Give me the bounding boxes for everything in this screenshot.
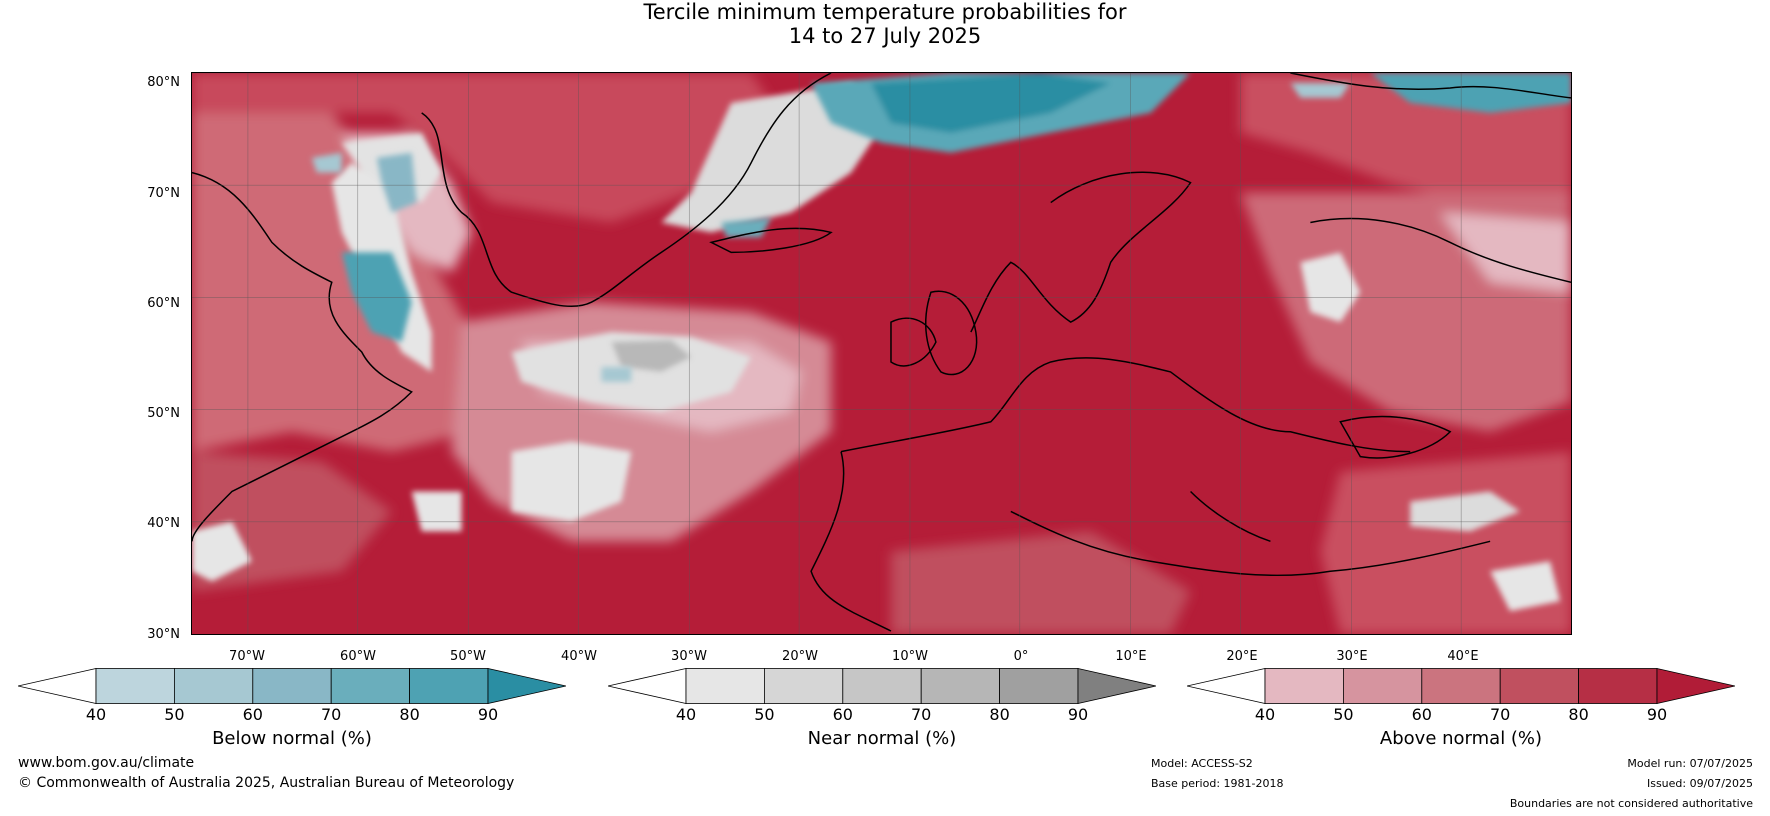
lon-label-20e: 20°E (1226, 649, 1258, 664)
colorbar-under-triangle (1187, 668, 1266, 704)
colorbar-under-triangle (18, 668, 97, 704)
lon-label-50w: 50°W (450, 649, 486, 664)
lat-label-40n: 40°N (147, 516, 180, 531)
lon-label-10w: 10°W (892, 649, 928, 664)
colorbar-tick-label: 80 (989, 705, 1010, 724)
colorbar-segment (763, 668, 844, 704)
colorbar-graphic (1187, 668, 1735, 704)
base-period: Base period: 1981-2018 (1151, 777, 1284, 790)
colorbar-segment (252, 668, 332, 704)
colorbar-tick-label: 60 (242, 705, 263, 724)
model-name: Model: ACCESS-S2 (1151, 757, 1253, 770)
colorbar-tick-label: 70 (911, 705, 932, 724)
colorbar-tick-label: 90 (1067, 705, 1089, 724)
model-run: Model run: 07/07/2025 (1627, 757, 1753, 770)
copyright: © Commonwealth of Australia 2025, Austra… (18, 775, 515, 791)
colorbar-segment (920, 668, 1001, 704)
colorbar-segment (842, 668, 922, 704)
colorbar-over-triangle (487, 668, 566, 704)
colorbar-segment (1499, 668, 1580, 704)
colorbar-tick-label: 90 (1646, 705, 1668, 724)
colorbar-label-near: Near normal (%) (807, 728, 957, 749)
colorbar-segment (999, 668, 1079, 704)
issued-date: Issued: 09/07/2025 (1646, 777, 1753, 790)
colorbar-segment (330, 668, 411, 704)
lon-label-60w: 60°W (340, 649, 376, 664)
colorbar-graphic (608, 668, 1156, 704)
lon-label-20w: 20°W (782, 649, 818, 664)
colorbar-graphic (18, 668, 566, 704)
lat-label-50n: 50°N (147, 406, 180, 421)
colorbar-segment (173, 668, 254, 704)
colorbar-below-normal (18, 668, 566, 704)
colorbar-segment (1264, 668, 1344, 704)
boundaries-disclaimer: Boundaries are not considered authoritat… (1509, 797, 1753, 810)
colorbar-near-normal (608, 668, 1156, 704)
lat-label-60n: 60°N (147, 296, 180, 311)
map-title: Tercile minimum temperature probabilitie… (0, 0, 1770, 48)
map-canvas (192, 73, 1571, 634)
lat-label-30n: 30°N (147, 627, 180, 642)
colorbar-segment (1578, 668, 1658, 704)
colorbar-tick-label: 70 (321, 705, 342, 724)
coastlines (192, 73, 1571, 632)
website-link[interactable]: www.bom.gov.au/climate (18, 755, 195, 771)
lon-label-0: 0° (1013, 649, 1029, 664)
colorbar-tick-label: 70 (1490, 705, 1511, 724)
colorbar-tick-label: 50 (164, 705, 185, 724)
lon-label-40w: 40°W (561, 649, 597, 664)
lon-label-10e: 10°E (1115, 649, 1147, 664)
colorbar-above-normal (1187, 668, 1735, 704)
lon-label-70w: 70°W (229, 649, 265, 664)
colorbar-label-above: Above normal (%) (1379, 728, 1543, 749)
colorbar-segment (1421, 668, 1501, 704)
colorbar-tick-label: 40 (1254, 705, 1276, 724)
colorbar-segment (95, 668, 175, 704)
colorbar-tick-label: 40 (85, 705, 107, 724)
title-line-2: 14 to 27 July 2025 (788, 24, 982, 48)
colorbar-tick-label: 40 (675, 705, 697, 724)
colorbar-segment (685, 668, 765, 704)
lon-label-40e: 40°E (1447, 649, 1479, 664)
lon-label-30w: 30°W (671, 649, 707, 664)
colorbar-tick-label: 80 (399, 705, 420, 724)
lat-label-70n: 70°N (147, 186, 180, 201)
colorbar-label-below: Below normal (%) (212, 728, 372, 749)
colorbar-segment (1342, 668, 1423, 704)
title-line-1: Tercile minimum temperature probabilitie… (643, 0, 1127, 24)
probability-map (191, 72, 1572, 635)
colorbar-tick-label: 50 (1333, 705, 1354, 724)
colorbar-over-triangle (1077, 668, 1156, 704)
graticule (192, 73, 1571, 634)
colorbar-tick-label: 90 (477, 705, 499, 724)
colorbar-under-triangle (608, 668, 687, 704)
lat-label-80n: 80°N (147, 75, 180, 90)
colorbar-over-triangle (1656, 668, 1735, 704)
colorbar-tick-label: 60 (1411, 705, 1432, 724)
colorbar-segment (409, 668, 489, 704)
colorbar-tick-label: 80 (1568, 705, 1589, 724)
lon-label-30e: 30°E (1336, 649, 1368, 664)
below-normal-shading (311, 73, 1571, 382)
colorbar-tick-label: 60 (832, 705, 853, 724)
colorbar-tick-label: 50 (754, 705, 775, 724)
